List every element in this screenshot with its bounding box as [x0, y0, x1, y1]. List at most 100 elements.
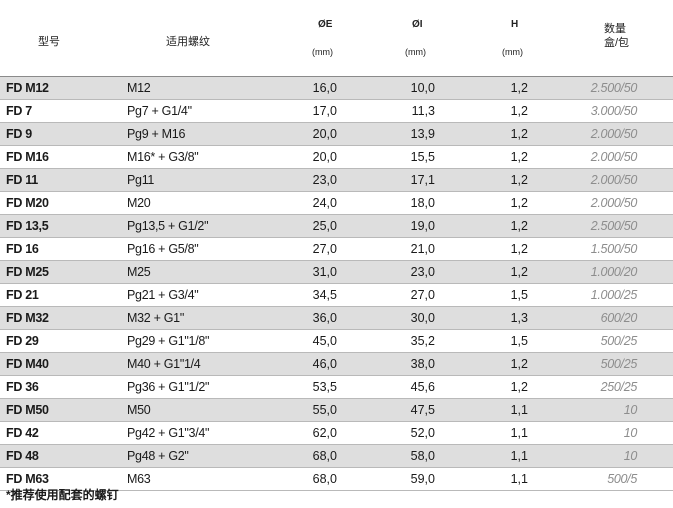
cell-oe: 25,0: [312, 219, 337, 233]
cell-qty: 10: [623, 449, 638, 463]
cell-oe: 20,0: [312, 127, 337, 141]
cell-qty: 2.500/50: [590, 219, 638, 233]
table-row: FD 11 Pg11 23,0 17,1 1,2 2.000/50: [0, 169, 673, 192]
cell-thread: M12: [127, 81, 151, 95]
cell-qty: 2.000/50: [590, 127, 638, 141]
cell-h: 1,1: [510, 449, 528, 463]
cell-oe: 62,0: [312, 426, 337, 440]
col-oe-unit: (mm): [312, 47, 333, 57]
cell-h: 1,2: [510, 150, 528, 164]
cell-h: 1,2: [510, 196, 528, 210]
cell-oi: 47,5: [410, 403, 435, 417]
cell-qty: 500/25: [600, 334, 638, 348]
cell-h: 1,2: [510, 81, 528, 95]
cell-thread: Pg9 + M16: [127, 127, 186, 141]
table-row: FD M32 M32 + G1" 36,0 30,0 1,3 600/20: [0, 307, 673, 330]
cell-qty: 2.000/50: [590, 173, 638, 187]
col-oe-header: ØE: [318, 19, 333, 30]
cell-thread: Pg7 + G1/4": [127, 104, 192, 118]
cell-qty: 2.000/50: [590, 196, 638, 210]
table-row: FD M40 M40 + G1"1/4 46,0 38,0 1,2 500/25: [0, 353, 673, 376]
cell-oi: 30,0: [410, 311, 435, 325]
cell-model: FD 13,5: [6, 219, 49, 233]
cell-thread: M50: [127, 403, 151, 417]
table-row: FD 42 Pg42 + G1"3/4" 62,0 52,0 1,1 10: [0, 422, 673, 445]
cell-model: FD M16: [6, 150, 49, 164]
cell-oe: 53,5: [312, 380, 337, 394]
cell-oi: 19,0: [410, 219, 435, 233]
cell-thread: Pg13,5 + G1/2": [127, 219, 209, 233]
cell-thread: M63: [127, 472, 151, 486]
col-h-unit: (mm): [502, 47, 523, 57]
cell-oi: 58,0: [410, 449, 435, 463]
cell-oe: 24,0: [312, 196, 337, 210]
cell-oe: 55,0: [312, 403, 337, 417]
cell-model: FD 48: [6, 449, 39, 463]
footnote: *推荐使用配套的螺钉: [6, 488, 119, 502]
cell-oe: 45,0: [312, 334, 337, 348]
table-row: FD M25 M25 31,0 23,0 1,2 1.000/20: [0, 261, 673, 284]
cell-model: FD M40: [6, 357, 49, 371]
cell-oi: 10,0: [410, 81, 435, 95]
cell-h: 1,2: [510, 219, 528, 233]
cell-oi: 17,1: [410, 173, 435, 187]
cell-qty: 10: [623, 426, 638, 440]
cell-oi: 52,0: [410, 426, 435, 440]
cell-qty: 500/25: [600, 357, 638, 371]
cell-model: FD 7: [6, 104, 32, 118]
cell-oe: 16,0: [312, 81, 337, 95]
cell-h: 1,1: [510, 403, 528, 417]
table-row: FD 36 Pg36 + G1"1/2" 53,5 45,6 1,2 250/25: [0, 376, 673, 399]
col-model-header: 型号: [38, 36, 60, 48]
cell-model: FD 42: [6, 426, 39, 440]
cell-oe: 46,0: [312, 357, 337, 371]
cell-oi: 35,2: [410, 334, 435, 348]
table-row: FD M12 M12 16,0 10,0 1,2 2.500/50: [0, 76, 673, 100]
cell-thread: Pg36 + G1"1/2": [127, 380, 210, 394]
cell-oi: 18,0: [410, 196, 435, 210]
table-row: FD M50 M50 55,0 47,5 1,1 10: [0, 399, 673, 422]
table-row: FD 13,5 Pg13,5 + G1/2" 25,0 19,0 1,2 2.500/50: [0, 215, 673, 238]
table-row: FD 21 Pg21 + G3/4" 34,5 27,0 1,5 1.000/25: [0, 284, 673, 307]
cell-thread: M16* + G3/8": [127, 150, 199, 164]
table-header: 型号 适用螺纹 ØE (mm) ØI (mm) H (mm) 数量 盒/包: [0, 0, 673, 76]
cell-oi: 23,0: [410, 265, 435, 279]
cell-qty: 3.000/50: [590, 104, 638, 118]
table-row: FD 7 Pg7 + G1/4" 17,0 11,3 1,2 3.000/50: [0, 100, 673, 123]
cell-oe: 31,0: [312, 265, 337, 279]
cell-qty: 1.000/20: [590, 265, 638, 279]
col-oi-header: ØI: [412, 19, 423, 30]
col-oi-unit: (mm): [405, 47, 426, 57]
cell-thread: M20: [127, 196, 151, 210]
cell-oi: 27,0: [410, 288, 435, 302]
cell-thread: Pg42 + G1"3/4": [127, 426, 210, 440]
cell-oe: 17,0: [312, 104, 337, 118]
cell-oe: 34,5: [312, 288, 337, 302]
cell-oi: 59,0: [410, 472, 435, 486]
cell-qty: 2.000/50: [590, 150, 638, 164]
cell-thread: M32 + G1": [127, 311, 184, 325]
cell-h: 1,2: [510, 104, 528, 118]
col-qty-header-line2: 盒/包: [604, 37, 630, 49]
cell-oi: 11,3: [411, 104, 435, 118]
cell-qty: 1.500/50: [590, 242, 638, 256]
table-row: FD M20 M20 24,0 18,0 1,2 2.000/50: [0, 192, 673, 215]
cell-model: FD M50: [6, 403, 49, 417]
cell-model: FD 9: [6, 127, 32, 141]
cell-h: 1,2: [510, 173, 528, 187]
cell-model: FD 16: [6, 242, 39, 256]
cell-qty: 600/20: [600, 311, 638, 325]
cell-model: FD M25: [6, 265, 49, 279]
cell-thread: Pg16 + G5/8": [127, 242, 199, 256]
cell-model: FD 21: [6, 288, 39, 302]
cell-thread: Pg48 + G2": [127, 449, 189, 463]
cell-h: 1,2: [510, 265, 528, 279]
cell-model: FD M12: [6, 81, 49, 95]
cell-thread: M40 + G1"1/4: [127, 357, 201, 371]
cell-qty: 10: [623, 403, 638, 417]
cell-oi: 15,5: [410, 150, 435, 164]
cell-model: FD M63: [6, 472, 49, 486]
cell-h: 1,2: [510, 242, 528, 256]
cell-oe: 23,0: [312, 173, 337, 187]
cell-qty: 1.000/25: [590, 288, 638, 302]
